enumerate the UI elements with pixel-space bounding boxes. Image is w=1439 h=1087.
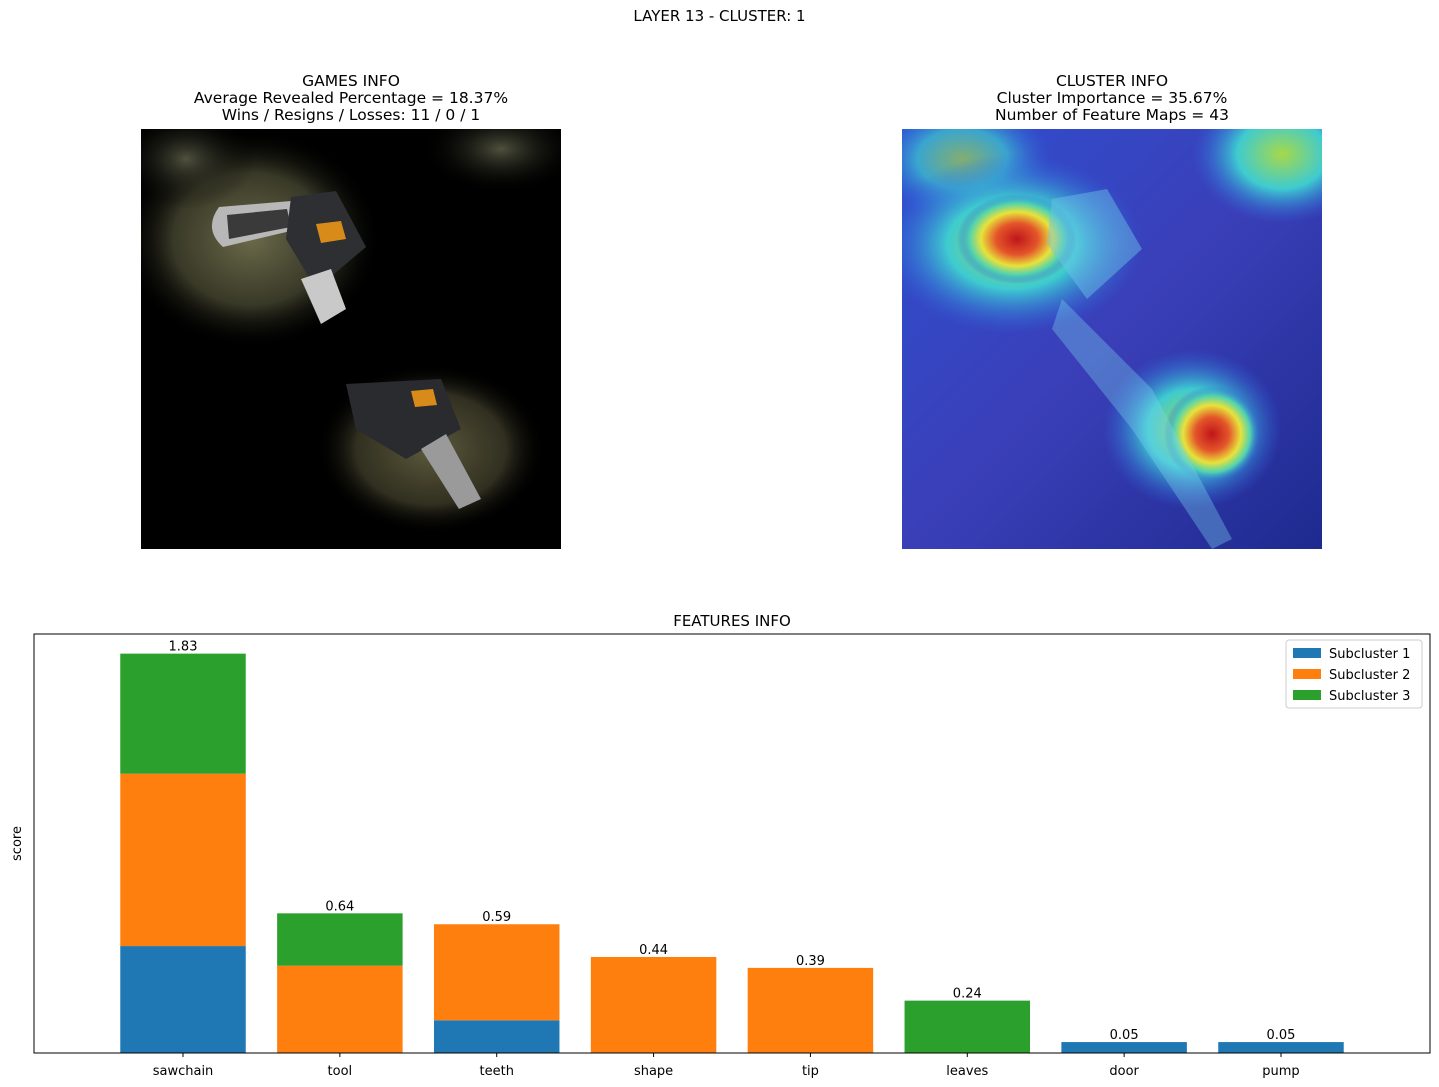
axes-frame — [33, 633, 1431, 1054]
revealed-image-drawing — [141, 129, 561, 549]
bar-total-label-sawchain: 1.83 — [169, 640, 198, 655]
bar-tip-subcluster-2 — [747, 967, 874, 1053]
legend-swatch-2 — [1293, 669, 1321, 679]
bar-pump-subcluster-1 — [1218, 1042, 1344, 1053]
bar-tool-subcluster-3 — [277, 913, 403, 966]
legend: Subcluster 1 Subcluster 2 Subcluster 3 — [1285, 639, 1423, 709]
bar-tool-subcluster-2 — [277, 965, 403, 1053]
legend-label-1: Subcluster 1 — [1329, 647, 1410, 662]
x-tick-label-tip: tip — [802, 1064, 819, 1079]
bar-total-label-shape: 0.44 — [639, 943, 668, 958]
bar-shape-subcluster-2 — [590, 956, 717, 1053]
x-tick-label-pump: pump — [1262, 1064, 1299, 1079]
bar-sawchain-subcluster-2 — [120, 773, 246, 947]
bar-total-label-leaves: 0.24 — [953, 987, 982, 1002]
bar-sawchain-subcluster-3 — [120, 653, 246, 774]
bars-group — [120, 653, 1344, 1053]
x-tick-label-leaves: leaves — [946, 1064, 988, 1079]
cluster-info-title: CLUSTER INFO — [1055, 72, 1169, 90]
y-axis-label: score — [10, 826, 25, 861]
features-info-chart: FEATURES INFO score 1.83 0.64 0.59 0.44 0.39… — [10, 612, 1431, 1079]
legend-label-2: Subcluster 2 — [1329, 668, 1410, 683]
x-tick-label-door: door — [1109, 1064, 1139, 1079]
legend-label-3: Subcluster 3 — [1329, 689, 1410, 704]
legend-swatch-1 — [1293, 648, 1321, 658]
bar-total-label-tip: 0.39 — [796, 954, 825, 969]
x-ticks-group: sawchain tool teeth shape tip leaves door pump — [153, 1053, 1300, 1079]
x-tick-label-teeth: teeth — [480, 1064, 514, 1079]
bar-teeth-subcluster-1 — [433, 1020, 560, 1053]
cluster-info-title-block: CLUSTER INFO Cluster Importance = 35.67%… — [902, 73, 1322, 124]
bar-total-label-tool: 0.64 — [325, 899, 354, 914]
figure-title: LAYER 13 - CLUSTER: 1 — [633, 7, 806, 25]
cluster-info-feature-maps: Number of Feature Maps = 43 — [995, 106, 1229, 124]
bar-teeth-subcluster-2 — [433, 924, 560, 1021]
bar-total-label-door: 0.05 — [1110, 1028, 1139, 1043]
legend-swatch-3 — [1293, 690, 1321, 700]
x-tick-label-tool: tool — [328, 1064, 353, 1079]
revealed-image — [141, 129, 561, 549]
x-tick-label-shape: shape — [634, 1064, 673, 1079]
bar-total-label-pump: 0.05 — [1267, 1028, 1296, 1043]
heatmap-drawing — [902, 129, 1322, 549]
games-info-title-block: GAMES INFO Average Revealed Percentage =… — [141, 73, 561, 124]
bar-door-subcluster-1 — [1061, 1042, 1187, 1053]
games-info-record: Wins / Resigns / Losses: 11 / 0 / 1 — [221, 106, 481, 124]
chart-title: FEATURES INFO — [673, 612, 791, 630]
bar-sawchain-subcluster-1 — [120, 946, 246, 1053]
games-info-revealed: Average Revealed Percentage = 18.37% — [193, 89, 509, 107]
bar-labels-group: 1.83 0.64 0.59 0.44 0.39 0.24 0.05 0.05 — [169, 640, 1296, 1043]
bar-total-label-teeth: 0.59 — [482, 910, 511, 925]
cluster-info-importance: Cluster Importance = 35.67% — [996, 89, 1228, 107]
x-tick-label-sawchain: sawchain — [153, 1064, 214, 1079]
games-info-title: GAMES INFO — [302, 72, 400, 90]
bar-leaves-subcluster-3 — [904, 1000, 1031, 1053]
heatmap-image — [902, 129, 1322, 549]
